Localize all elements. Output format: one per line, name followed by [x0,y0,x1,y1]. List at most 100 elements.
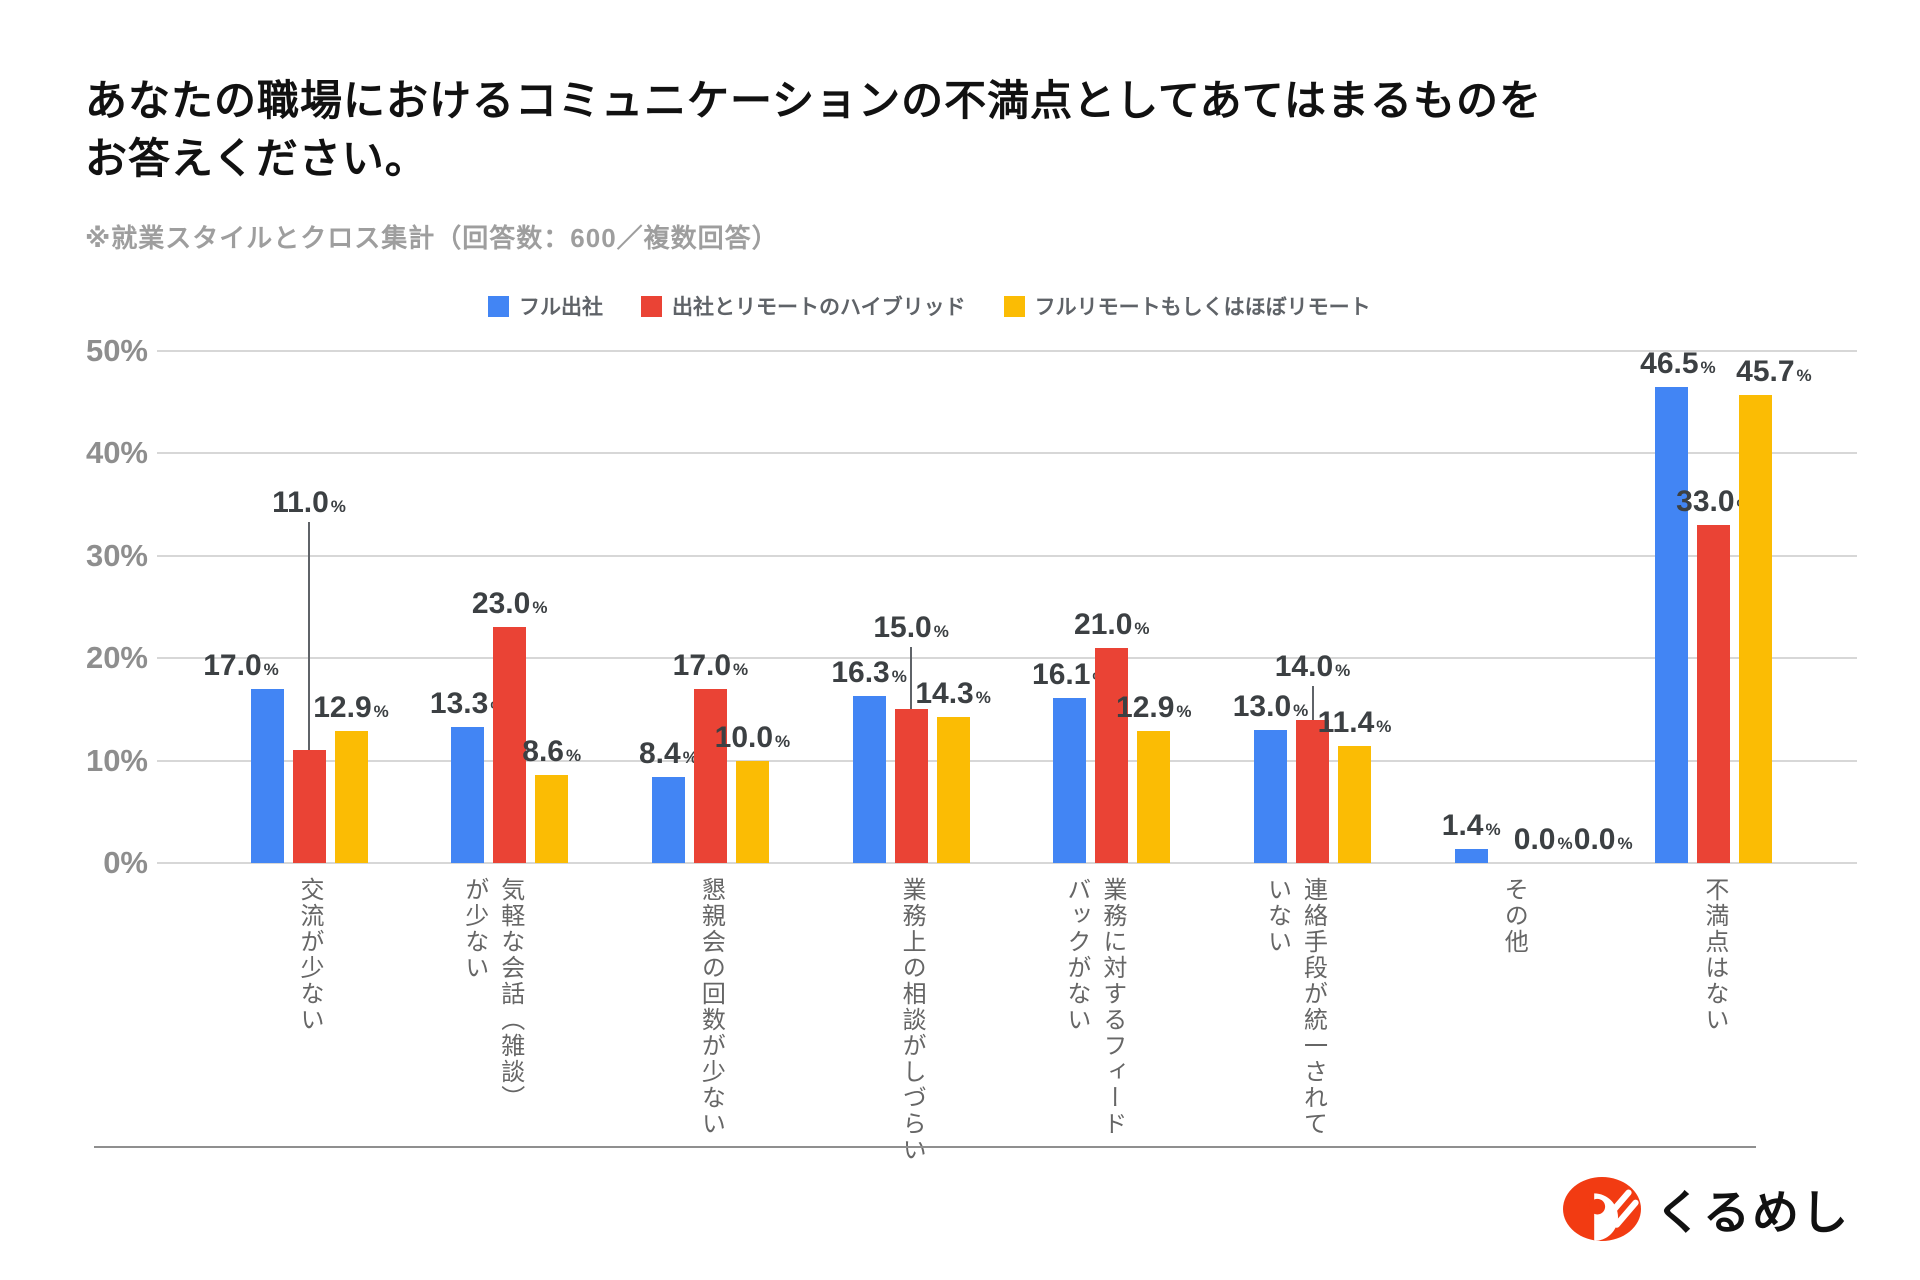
value-number: 16.3 [831,656,890,690]
value-label: 11.4% [1318,708,1392,738]
category-label: 気軽な会話（雑談） が少ない [456,877,528,1111]
bar [651,776,685,863]
y-axis-tick-label: 10% [85,742,148,778]
value-label: 15.0% [873,613,949,643]
category-label-column: バックがない [1062,877,1090,1033]
value-label: 21.0% [1074,609,1150,640]
bar [1137,730,1171,863]
category-label-column: 気軽な会話（雑談） [496,877,524,1111]
category-label-column: が少ない [460,877,488,981]
category-label: 交流が少ない [291,877,327,1033]
gridline [157,554,1857,557]
value-number: 1.4 [1441,808,1484,842]
value-label: 11.0% [272,488,346,518]
value-percent-sign: % [1134,618,1150,638]
value-number: 46.5 [1640,346,1699,380]
value-label: 10.0% [714,720,791,754]
bar [1254,729,1287,863]
value-number: 13.0 [1232,689,1292,723]
gridline [157,759,1857,762]
category-label: 連絡手段が統一されて いない [1259,877,1331,1137]
value-label: 8.6% [522,736,582,767]
value-label: 17.0% [203,648,279,682]
value-percent-sign: % [1293,700,1309,720]
legend-item: フル出社 [488,291,603,321]
value-percent-sign: % [1617,834,1633,853]
value-percent-sign: % [565,745,582,765]
value-label: 0.0% [1514,825,1573,855]
value-label: 16.3% [831,658,907,688]
value-label: 8.4% [639,738,698,769]
value-percent-sign: % [1376,717,1392,737]
value-percent-sign: % [1700,357,1716,377]
category-label: 不満点はない [1696,877,1732,1033]
value-number: 16.1 [1032,658,1091,692]
value-percent-sign: % [1557,834,1573,853]
value-percent-sign: % [975,687,991,707]
value-number: 10.0 [714,720,774,754]
category-label-column: 業務に対するフィード [1098,877,1126,1137]
value-number: 11.0 [272,486,329,520]
chart-title-line2: お答えください。 [85,135,428,182]
chart-legend: フル出社 出社とリモートのハイブリッド フルリモートもしくはほぼリモート [488,291,1371,321]
value-percent-sign: % [1485,819,1501,839]
value-percent-sign: % [532,598,548,618]
value-label: 12.9% [313,692,389,723]
chart-title: あなたの職場におけるコミュニケーションの不満点としてあてはまるものを お答えくださ… [85,72,1542,188]
value-percent-sign: % [330,497,346,517]
bar [1095,647,1129,863]
kurumeshi-logo-text: くるめし [1655,1186,1851,1239]
gridline [157,452,1857,455]
bar [451,726,485,863]
bar [894,709,928,863]
category-label: 業務に対するフィード バックがない [1058,877,1130,1137]
value-percent-sign: % [263,659,279,679]
bar [1296,719,1329,863]
value-number: 14.0 [1274,649,1334,683]
legend-label: 出社とリモートのハイブリッド [672,296,966,319]
value-label: 12.9% [1116,692,1192,723]
y-axis-tick-label: 40% [85,435,148,471]
bar [250,688,284,863]
gridline [157,350,1857,352]
value-percent-sign: % [775,731,791,751]
bar [693,688,727,863]
y-axis-tick-label: 30% [85,537,148,573]
value-percent-sign: % [1796,366,1812,386]
gridline [157,862,1857,864]
category-label-column: 連絡手段が統一されて [1299,877,1327,1137]
legend-item: フルリモートもしくはほぼリモート [1003,291,1371,321]
category-label: その他 [1495,877,1531,955]
chart-subtitle: ※就業スタイルとクロス集計（回答数：600／複数回答） [85,223,779,253]
value-label: 23.0% [472,589,548,619]
chart-title-line1: あなたの職場におけるコミュニケーションの不満点としてあてはまるものを [85,77,1542,124]
value-label: 46.5% [1640,346,1716,380]
label-leader-line [910,647,913,710]
footer-divider [94,1146,1756,1148]
bar [1338,746,1371,863]
legend-label: フルリモートもしくはほぼリモート [1034,296,1371,319]
value-percent-sign: % [933,622,949,642]
value-label: 45.7% [1736,357,1812,387]
legend-swatch [1003,295,1025,317]
bar [1454,848,1488,863]
bar [1655,386,1689,863]
legend-swatch [641,295,662,317]
value-number: 11.4 [1317,706,1375,740]
category-label-column: 交流が少ない [296,877,323,1033]
bar [1053,698,1087,863]
category-label-column: 懇親会の回数が少ない [697,877,725,1137]
value-number: 13.3 [429,686,489,720]
bar [493,627,527,863]
value-percent-sign: % [733,659,749,679]
plot-area: 17.0%13.3%8.4%16.3%16.1%13.0%1.4%46.5%11… [157,346,1857,864]
value-label: 14.3% [915,678,991,709]
value-percent-sign: % [891,667,907,687]
bar [292,750,326,863]
value-number: 33.0 [1676,485,1735,519]
value-number: 17.0 [203,648,262,682]
value-percent-sign: % [373,701,389,721]
category-label-column: いない [1263,877,1291,955]
y-axis-tick-label: 20% [85,640,148,676]
